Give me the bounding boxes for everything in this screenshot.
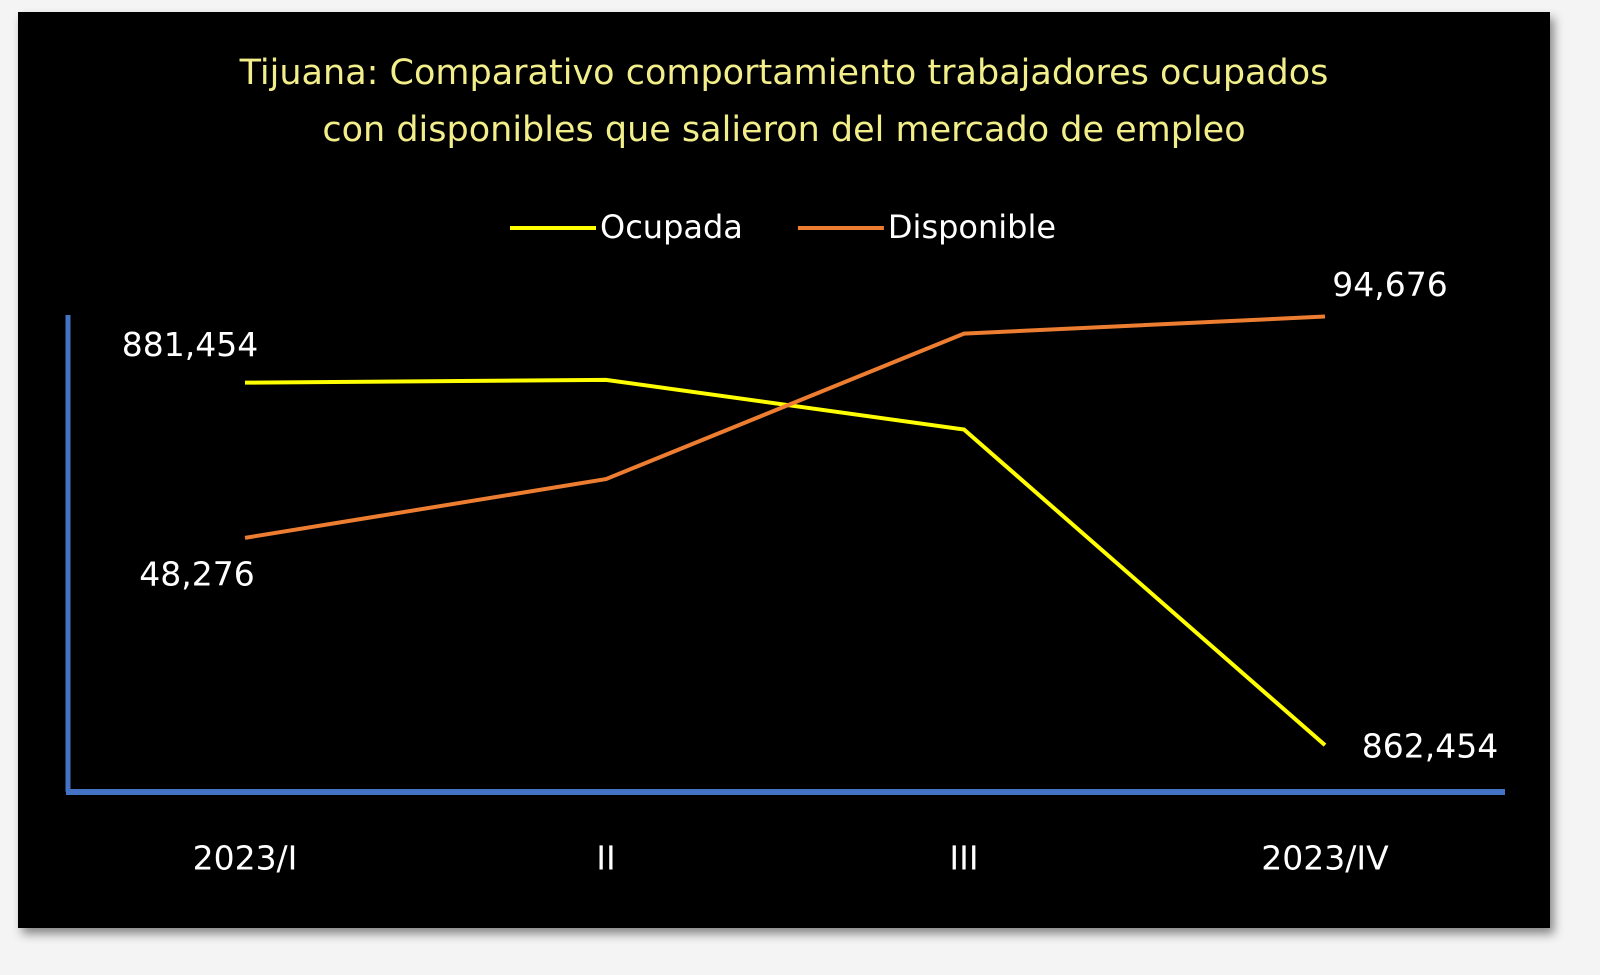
legend-label: Ocupada [600, 208, 743, 246]
x-tick-label: III [949, 839, 978, 878]
series-line [244, 314, 1326, 540]
chart-title: Tijuana: Comparativo comportamiento trab… [239, 53, 1329, 93]
chart-title: con disponibles que salieron del mercado… [322, 110, 1245, 150]
chart-panel [18, 12, 1550, 928]
data-label: 48,276 [139, 554, 254, 593]
data-label: 862,454 [1362, 727, 1498, 766]
x-tick-label: II [596, 839, 615, 878]
x-tick-label: 2023/I [193, 839, 298, 878]
legend-label: Disponible [888, 208, 1056, 246]
data-label: 881,454 [122, 325, 258, 364]
x-tick-label: 2023/IV [1261, 839, 1389, 878]
data-label: 94,676 [1332, 265, 1447, 304]
